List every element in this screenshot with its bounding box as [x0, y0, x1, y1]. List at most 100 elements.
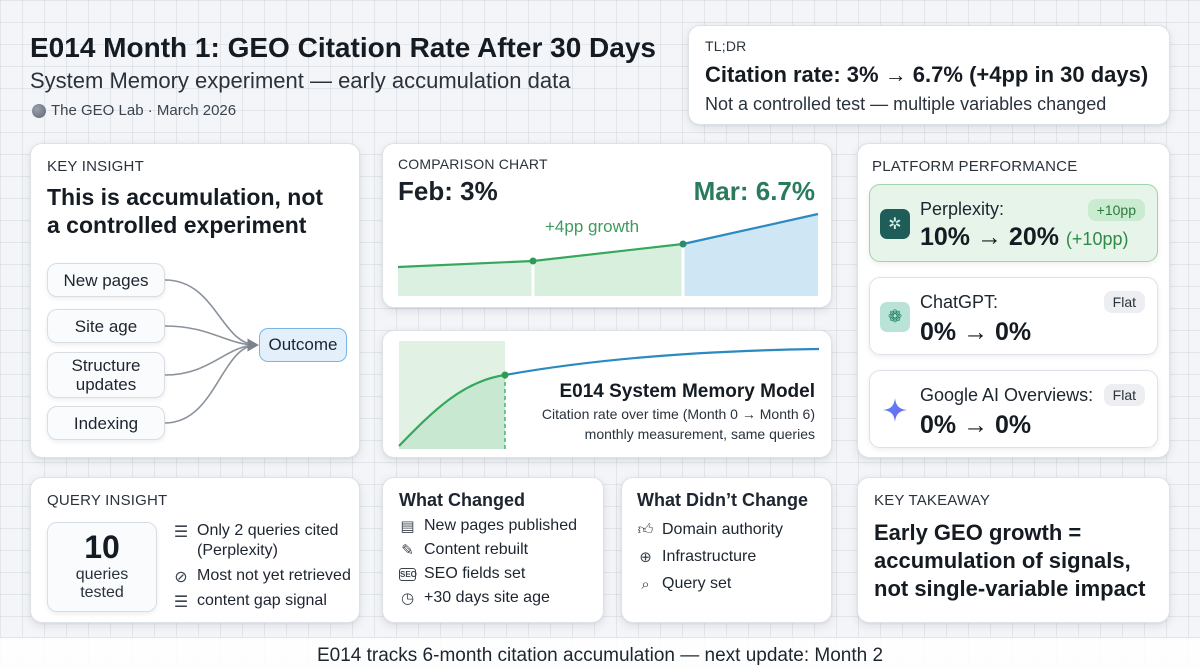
platform-values: 0% → 0%: [920, 411, 1032, 439]
list-item-text: Infrastructure: [662, 548, 757, 565]
status-badge: Flat: [1103, 291, 1145, 313]
what-didnt-change-card: What Didn’t Change 👍︎ Domain authority ⊕…: [621, 477, 832, 623]
platform-values-text: 10% → 20%: [920, 223, 1059, 251]
outcome-node: Outcome: [259, 328, 347, 362]
queries-count-label: tested: [80, 584, 124, 601]
perplexity-icon: ✲: [880, 209, 910, 239]
arrow-connector: [164, 279, 259, 352]
pencil-icon: ✎: [401, 542, 414, 559]
list-item: ▤ New pages published: [399, 517, 587, 535]
factor-site-age: Site age: [47, 309, 165, 343]
gemini-sparkle-icon: [880, 395, 910, 425]
footer-text: E014 tracks 6-month citation accumulatio…: [316, 645, 884, 666]
list-item-text: +30 days site age: [424, 589, 550, 606]
query-insight-label: QUERY INSIGHT: [47, 492, 168, 509]
key-takeaway-label: KEY TAKEAWAY: [874, 492, 991, 509]
tldr-label: TL;DR: [705, 38, 747, 54]
clock-icon: ◷: [400, 590, 415, 607]
key-takeaway-headline: Early GEO growth = accumulation of signa…: [874, 519, 1153, 603]
model-caption: Citation rate over time (Month 0 → Month…: [541, 406, 815, 422]
comparison-chart-svg: [397, 212, 819, 296]
takeaway-line: not single-variable impact: [874, 576, 1146, 601]
list-item-text: Content rebuilt: [424, 541, 529, 558]
query-insight-card: QUERY INSIGHT 10 queries tested ☰ Only 2…: [30, 477, 360, 623]
mar-point: [679, 240, 687, 248]
list-item-text: Query set: [662, 575, 732, 592]
comparison-label: COMPARISON CHART: [398, 156, 548, 172]
platform-chatgpt: ❁ ChatGPT: Flat 0% → 0%: [869, 277, 1158, 355]
list-item: ✎ Content rebuilt: [399, 541, 587, 559]
factor-line: updates: [75, 375, 137, 394]
seo-icon: SEO: [399, 567, 417, 581]
model-title: E014 System Memory Model: [559, 381, 815, 402]
month1-curve: [398, 373, 506, 447]
growth-label: +4pp growth: [545, 217, 640, 236]
model-caption: monthly measurement, same queries: [584, 426, 815, 442]
what-didnt-change-title: What Didn’t Change: [637, 490, 808, 510]
month1-curve-fill: [399, 375, 505, 449]
chatgpt-icon: ❁: [880, 302, 910, 332]
query-line: ☰ Only 2 queries cited: [173, 522, 339, 542]
takeaway-line: Early GEO growth =: [874, 520, 1082, 545]
query-line-text: Most not yet retrieved: [197, 567, 351, 584]
projection-curve: [504, 347, 820, 377]
list-item-text: New pages published: [424, 517, 577, 534]
feb-value: Feb: 3%: [398, 176, 498, 206]
platform-values: 10% → 20% (+10pp): [920, 223, 1128, 252]
list-item: ⊕ Infrastructure: [637, 548, 816, 566]
arrow-connector: [164, 338, 259, 424]
query-line: (Perplexity): [173, 542, 278, 560]
queries-count-label: queries: [75, 566, 129, 583]
key-insight-headline: This is accumulation, not a controlled e…: [47, 183, 343, 239]
what-changed-title: What Changed: [399, 490, 525, 510]
key-takeaway-card: KEY TAKEAWAY Early GEO growth = accumula…: [857, 477, 1170, 623]
status-badge: Flat: [1103, 384, 1145, 406]
byline-text: The GEO Lab · March 2026: [51, 102, 237, 119]
search-icon: ⌕: [641, 575, 650, 593]
query-line: ⊘ Most not yet retrieved: [173, 567, 351, 587]
feb-point: [529, 257, 537, 265]
mar-value: Mar: 6.7%: [693, 176, 815, 206]
comparison-chart-card: COMPARISON CHART Feb: 3% Mar: 6.7% +4pp …: [382, 143, 832, 308]
status-badge: +10pp: [1087, 199, 1145, 221]
platform-delta: (+10pp): [1065, 229, 1129, 249]
list-item: ◷ +30 days site age: [399, 589, 587, 607]
list-item-text: SEO fields set: [424, 565, 526, 582]
query-line-text: (Perplexity): [197, 542, 278, 559]
feb-area: [398, 261, 533, 296]
list-item-text: Domain authority: [662, 521, 783, 538]
platform-perplexity: ✲ Perplexity: +10pp 10% → 20% (+10pp): [869, 184, 1158, 262]
tldr-note: Not a controlled test — multiple variabl…: [705, 94, 1107, 114]
platform-google-ai-overviews: Google AI Overviews: Flat 0% → 0%: [869, 370, 1158, 448]
footer-bar: [0, 637, 1200, 669]
key-insight-headline-line: a controlled experiment: [47, 212, 307, 238]
mar-area: [683, 214, 818, 296]
arrow-connector: [164, 338, 259, 376]
thumbs-up-icon: 👍︎: [637, 521, 654, 538]
list-item: ⌕ Query set: [637, 575, 816, 593]
system-memory-model-card: E014 System Memory Model Citation rate o…: [382, 330, 832, 458]
page-subtitle: System Memory experiment — early accumul…: [30, 68, 571, 93]
projection-line: [682, 212, 819, 246]
query-line-text: Only 2 queries cited: [197, 522, 339, 539]
platform-values: 0% → 0%: [920, 318, 1032, 346]
key-insight-headline-line: This is accumulation, not: [47, 184, 324, 210]
platform-name: ChatGPT:: [920, 292, 999, 312]
factor-line: Structure: [71, 356, 141, 375]
document-icon: ▤: [400, 518, 415, 535]
list-icon: ☰: [173, 524, 189, 541]
factor-indexing: Indexing: [47, 406, 165, 440]
list-item: SEO SEO fields set: [399, 565, 587, 583]
key-insight-label: KEY INSIGHT: [47, 158, 144, 175]
takeaway-line: accumulation of signals,: [874, 548, 1131, 573]
list-icon: ☰: [173, 594, 189, 611]
globe-icon: ⊕: [639, 549, 652, 566]
queries-tested-box: 10 queries tested: [47, 522, 157, 612]
globe-icon: [32, 103, 46, 118]
tldr-card: TL;DR Citation rate: 3% → 6.7% (+4pp in …: [688, 25, 1170, 125]
list-item: 👍︎ Domain authority: [637, 521, 816, 539]
platform-performance-card: PLATFORM PERFORMANCE ✲ Perplexity: +10pp…: [857, 143, 1170, 458]
platform-label: PLATFORM PERFORMANCE: [872, 158, 1078, 175]
page-title: E014 Month 1: GEO Citation Rate After 30…: [30, 32, 656, 63]
tldr-headline: Citation rate: 3% → 6.7% (+4pp in 30 day…: [705, 62, 1149, 87]
